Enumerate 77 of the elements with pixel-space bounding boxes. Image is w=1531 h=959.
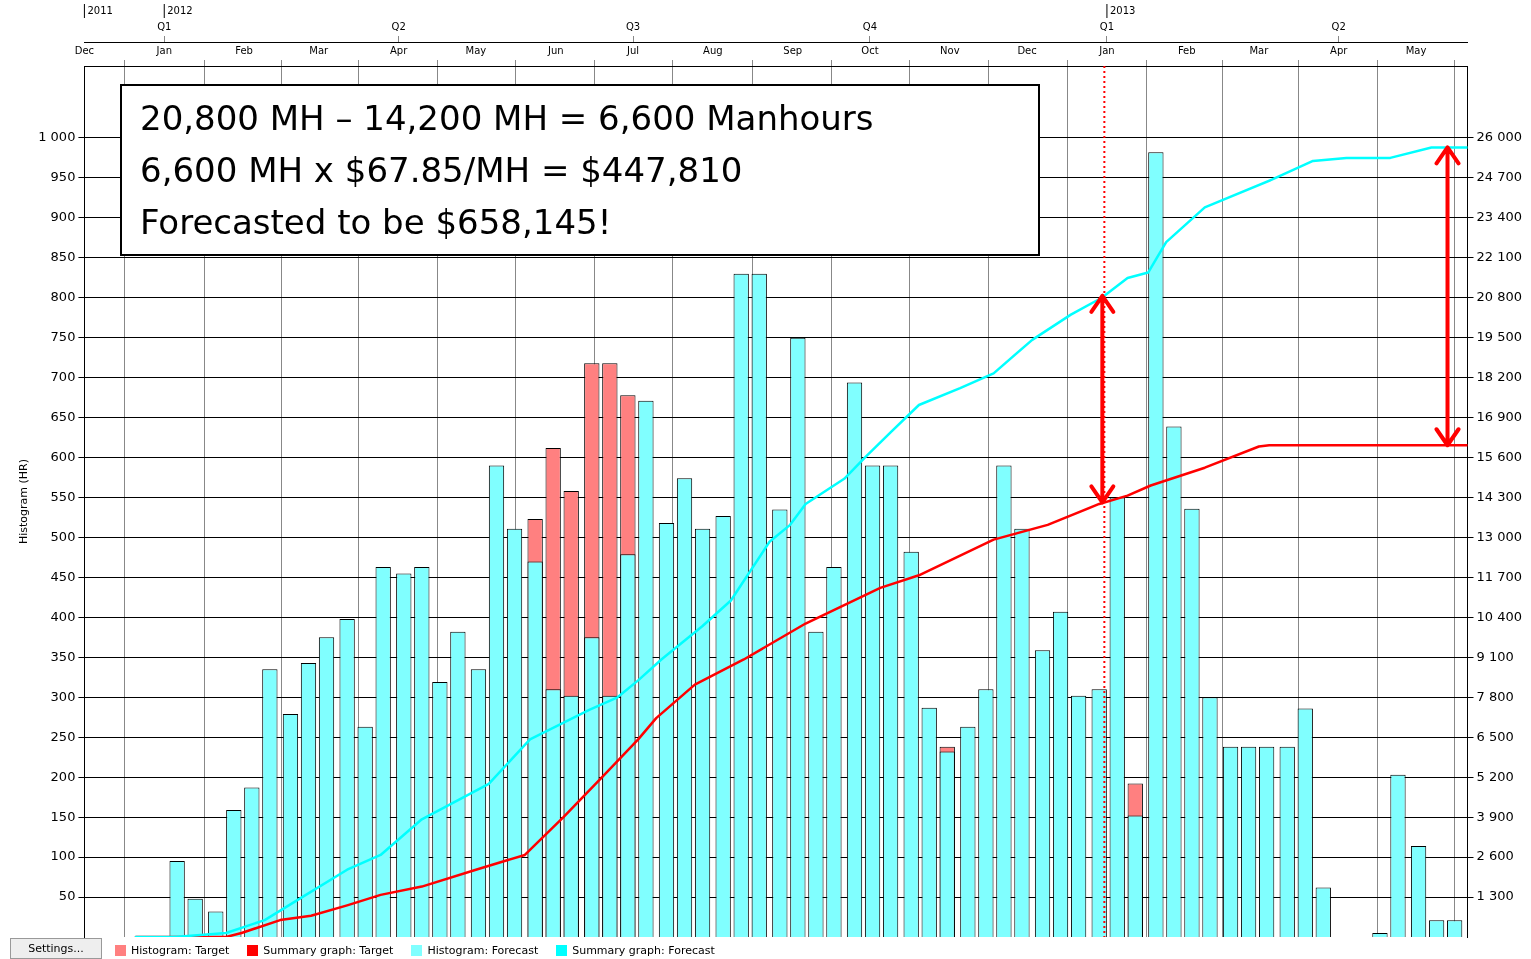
- y2-tick-label: 5 200: [1476, 768, 1514, 784]
- x2-tick-label: Q3: [625, 20, 641, 32]
- settings-button: Settings...: [10, 938, 102, 959]
- x-tick-label: Jan: [155, 44, 172, 56]
- y2-tick-label: 24 700: [1476, 169, 1523, 185]
- x2-tick-label: Q2: [391, 20, 406, 32]
- y-tick-label: 900: [50, 209, 76, 225]
- x2-tick-label: Q1: [1099, 20, 1115, 32]
- x-tick-label: Dec: [1017, 44, 1037, 56]
- y-tick-label: 600: [50, 448, 76, 464]
- y-tick-label: 850: [50, 249, 76, 265]
- y-tick-label: 50: [58, 888, 76, 904]
- y2-tick-label: 15 600: [1476, 448, 1523, 464]
- y-tick-label: 750: [50, 329, 76, 345]
- y2-tick-label: 1 300: [1476, 888, 1514, 904]
- y-tick-label: 500: [50, 528, 76, 544]
- legend-label: Histogram: Forecast: [427, 944, 539, 957]
- annotation: 6,600 MH x $67.85/MH = $447,810: [140, 149, 744, 192]
- y2-tick-label: 20 800: [1476, 289, 1523, 305]
- y2-tick-label: 26 000: [1476, 129, 1523, 145]
- y-tick-label: 1 000: [38, 129, 76, 145]
- y-tick-label: 400: [50, 608, 76, 624]
- y2-tick-label: 13 000: [1476, 528, 1523, 544]
- y2-tick-label: 7 800: [1476, 688, 1514, 704]
- legend-label: Summary graph: Target: [263, 944, 394, 957]
- x-tick-label: Jun: [546, 44, 564, 56]
- x-tick-label: Apr: [389, 44, 409, 56]
- legend-label: Summary graph: Forecast: [572, 944, 715, 957]
- y-tick-label: 450: [50, 568, 76, 584]
- text: 2013: [1109, 4, 1136, 16]
- y-tick-label: 350: [50, 648, 76, 664]
- y2-tick-label: 22 100: [1476, 249, 1523, 265]
- y-tick-label: 100: [50, 848, 76, 864]
- y2-tick-label: 23 400: [1476, 209, 1523, 225]
- x-tick-label: Jan: [1098, 44, 1115, 56]
- note-box: 20,800 MH – 14,200 MH = 6,600 Manhours 6,600 MH x $67.85/MH = $447,810 Forecasted to be $658,145!: [120, 84, 1040, 256]
- y2-tick-label: 18 200: [1476, 369, 1523, 385]
- annotation: Forecasted to be $658,145!: [140, 201, 613, 244]
- y-tick-label: 150: [50, 808, 76, 824]
- y2-tick-label: 16 900: [1476, 408, 1523, 424]
- y2-tick-label: 2 600: [1476, 848, 1514, 864]
- x-tick-label: Nov: [940, 44, 960, 56]
- x-tick-label: Mar: [309, 44, 330, 56]
- y2-tick-label: 9 100: [1476, 648, 1514, 664]
- x-tick-label: Sep: [783, 44, 803, 56]
- x-tick-label: Oct: [861, 44, 879, 56]
- y-tick-label: 800: [50, 289, 76, 305]
- y-tick-label: 300: [50, 688, 76, 704]
- y2-tick-label: 19 500: [1476, 329, 1523, 345]
- y2-tick-label: 6 500: [1476, 728, 1514, 744]
- x-tick-label: Feb: [1177, 44, 1196, 56]
- legend-label: Histogram: Target: [131, 944, 230, 957]
- y-tick-label: 700: [50, 369, 76, 385]
- annotation: 20,800 MH – 14,200 MH = 6,600 Manhours: [140, 97, 875, 140]
- y-tick-label: 200: [50, 768, 76, 784]
- text: 2012: [167, 4, 193, 16]
- text: 2011: [87, 4, 113, 16]
- y-tick-label: 250: [50, 728, 76, 744]
- y-axis-title: Histogram (HR): [17, 458, 31, 545]
- x-tick-label: Mar: [1249, 44, 1270, 56]
- y2-tick-label: 14 300: [1476, 488, 1523, 504]
- x-tick-label: May: [1405, 44, 1427, 56]
- x2-tick-label: Q1: [157, 20, 172, 32]
- x2-tick-label: Q2: [1331, 20, 1346, 32]
- y2-tick-label: 3 900: [1476, 808, 1514, 824]
- x-tick-label: Feb: [235, 44, 253, 56]
- y-tick-label: 950: [50, 169, 76, 185]
- y2-tick-label: 11 700: [1476, 568, 1523, 584]
- x-tick-label: Aug: [703, 44, 723, 56]
- y-tick-label: 650: [50, 408, 76, 424]
- x-tick-label: Jul: [625, 44, 640, 56]
- y2-tick-label: 10 400: [1476, 608, 1523, 624]
- y-tick-label: 550: [50, 488, 76, 504]
- x-tick-label: May: [465, 44, 487, 56]
- x-tick-label: Dec: [74, 44, 95, 56]
- x2-tick-label: Q4: [862, 20, 878, 32]
- x-tick-label: Apr: [1330, 44, 1349, 56]
